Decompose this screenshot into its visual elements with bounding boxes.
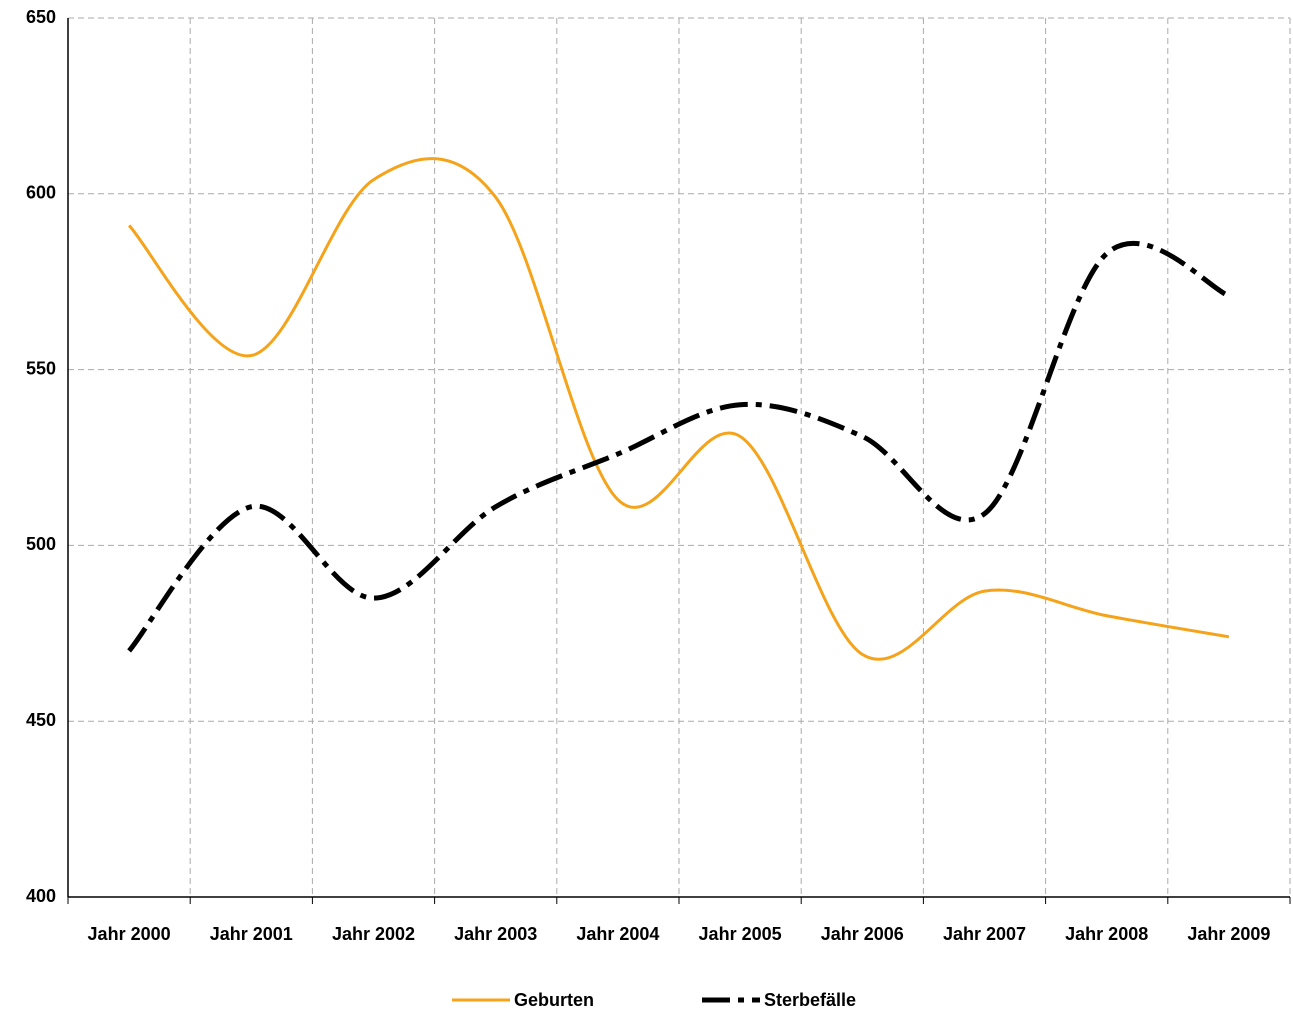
x-tick-label: Jahr 2003: [454, 924, 537, 944]
series-line: [128, 157, 1230, 661]
x-tick-label: Jahr 2000: [88, 924, 171, 944]
x-tick-label: Jahr 2008: [1065, 924, 1148, 944]
x-tick-label: Jahr 2009: [1187, 924, 1270, 944]
y-tick-label: 450: [26, 710, 56, 730]
x-tick-label: Jahr 2005: [699, 924, 782, 944]
y-tick-label: 550: [26, 358, 56, 378]
legend-label: Sterbefälle: [764, 990, 856, 1010]
x-tick-label: Jahr 2006: [821, 924, 904, 944]
x-tick-label: Jahr 2002: [332, 924, 415, 944]
y-tick-label: 500: [26, 534, 56, 554]
x-tick-label: Jahr 2007: [943, 924, 1026, 944]
legend-label: Geburten: [514, 990, 594, 1010]
y-tick-label: 400: [26, 886, 56, 906]
y-tick-label: 600: [26, 183, 56, 203]
x-tick-label: Jahr 2004: [576, 924, 659, 944]
x-tick-label: Jahr 2001: [210, 924, 293, 944]
y-tick-label: 650: [26, 7, 56, 27]
series-line: [127, 240, 1230, 653]
